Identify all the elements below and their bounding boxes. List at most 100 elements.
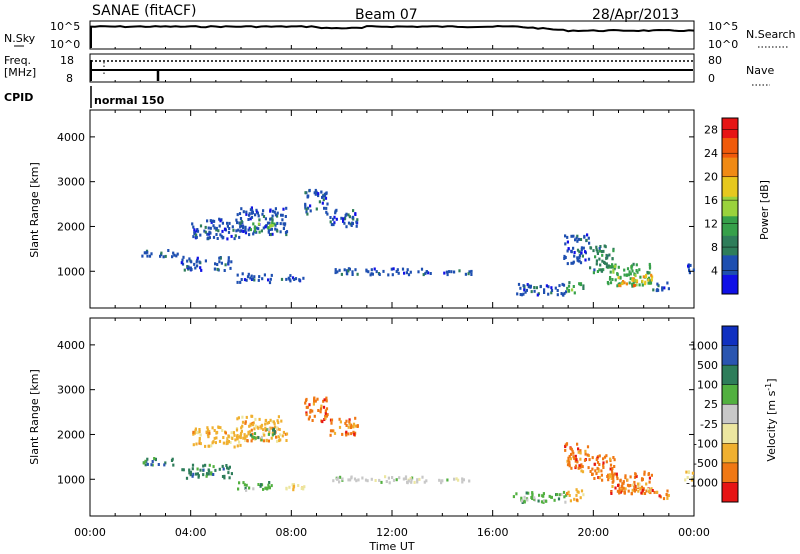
range-cell xyxy=(416,478,419,482)
range-cell xyxy=(217,426,220,429)
range-cell xyxy=(242,230,245,233)
range-cell xyxy=(262,487,265,491)
range-cell xyxy=(292,483,295,486)
range-cell xyxy=(159,254,162,258)
range-cell xyxy=(347,478,350,482)
range-cell xyxy=(646,487,650,491)
range-cell xyxy=(641,488,644,492)
range-cell xyxy=(573,497,576,501)
range-cell xyxy=(334,268,337,272)
range-cell xyxy=(351,270,354,274)
range-cell xyxy=(645,482,648,486)
range-cell xyxy=(260,423,264,427)
range-cell xyxy=(215,436,218,440)
range-cell xyxy=(219,219,222,223)
range-cell xyxy=(274,207,277,211)
range-cell xyxy=(374,479,377,482)
range-cell xyxy=(576,239,579,243)
range-cell xyxy=(188,468,191,472)
range-cell xyxy=(280,419,283,423)
range-cell xyxy=(194,429,197,433)
range-cell xyxy=(241,424,244,428)
range-cell xyxy=(255,226,258,230)
range-cell xyxy=(387,273,390,277)
range-cell xyxy=(239,221,242,225)
range-cell xyxy=(613,472,616,476)
range-cell xyxy=(343,217,346,221)
range-cell xyxy=(183,268,186,272)
range-cell xyxy=(622,486,625,490)
range-cell xyxy=(291,276,295,280)
range-cell xyxy=(612,456,615,459)
range-cell xyxy=(232,228,235,232)
range-cell xyxy=(268,431,271,435)
range-cell xyxy=(222,467,225,471)
range-cell xyxy=(461,477,464,481)
y-tick-label: 2000 xyxy=(57,220,85,233)
range-cell xyxy=(170,459,174,462)
range-cell xyxy=(198,260,201,264)
range-cell xyxy=(226,221,229,225)
range-cell xyxy=(212,235,216,239)
range-cell xyxy=(279,438,282,442)
range-cell xyxy=(635,269,638,272)
range-cell xyxy=(228,227,231,230)
range-cell xyxy=(608,277,612,281)
range-cell xyxy=(148,254,152,258)
range-cell xyxy=(319,407,323,411)
range-cell xyxy=(313,397,316,401)
range-cell xyxy=(608,265,612,269)
range-cell xyxy=(252,222,255,226)
range-cell xyxy=(190,260,193,264)
range-cell xyxy=(153,457,156,460)
range-cell xyxy=(567,456,570,460)
y-tick-label: 1000 xyxy=(57,265,85,278)
range-cell xyxy=(613,267,616,271)
range-cell xyxy=(248,424,251,428)
range-cell xyxy=(564,448,567,452)
range-cell xyxy=(634,274,637,278)
range-cell xyxy=(405,271,408,275)
range-cell xyxy=(257,227,260,231)
range-cell xyxy=(253,278,256,282)
range-cell xyxy=(144,459,147,463)
range-cell xyxy=(611,480,614,484)
nsky-panel: N.Sky 10^5 10^0 10^5 10^0 N.Search xyxy=(4,20,796,51)
x-tick-label: 16:00 xyxy=(477,526,509,539)
range-cell xyxy=(599,263,602,267)
range-cell xyxy=(537,499,540,503)
range-cell xyxy=(602,268,605,272)
range-cell xyxy=(241,415,244,419)
range-cell xyxy=(600,269,603,273)
range-cell xyxy=(564,234,567,238)
range-cell xyxy=(307,206,310,210)
colorbar-tick-label: 4 xyxy=(711,265,718,278)
range-cell xyxy=(616,489,619,493)
range-cell xyxy=(643,492,647,495)
range-cell xyxy=(333,431,337,435)
colorbar-tick-label: -100 xyxy=(693,437,718,450)
colorbar-tick-label: 100 xyxy=(697,379,718,392)
range-cell xyxy=(561,293,564,297)
range-cell xyxy=(515,492,518,496)
range-cell xyxy=(276,211,279,215)
range-cell xyxy=(647,278,650,282)
range-cell xyxy=(354,213,357,216)
range-cell xyxy=(659,495,662,499)
range-cell xyxy=(233,237,236,241)
range-cell xyxy=(621,482,624,486)
range-cell xyxy=(253,427,256,431)
range-cell xyxy=(579,496,582,500)
range-cell xyxy=(245,415,248,419)
range-cell xyxy=(302,276,305,280)
range-cell xyxy=(215,226,218,230)
range-cell xyxy=(352,422,356,426)
range-cell xyxy=(691,476,694,480)
range-cell xyxy=(596,270,599,273)
range-cell xyxy=(160,251,163,255)
range-cell xyxy=(311,419,314,422)
range-cell xyxy=(594,255,597,259)
range-cell xyxy=(685,470,688,474)
range-cell xyxy=(325,396,328,400)
range-cell xyxy=(635,474,638,478)
